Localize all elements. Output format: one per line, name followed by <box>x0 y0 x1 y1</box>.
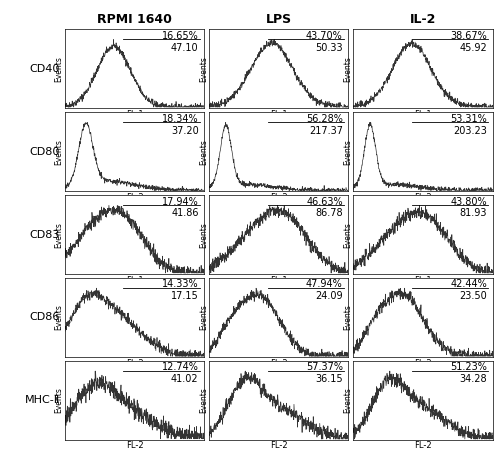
X-axis label: FL-2: FL-2 <box>126 358 144 368</box>
Text: 42.44%: 42.44% <box>450 279 487 290</box>
Text: 56.28%: 56.28% <box>306 114 343 123</box>
Text: 17.94%: 17.94% <box>162 197 198 207</box>
X-axis label: FL-2: FL-2 <box>270 193 287 202</box>
Y-axis label: Events: Events <box>199 139 208 165</box>
Y-axis label: Events: Events <box>199 56 208 82</box>
Text: 50.33: 50.33 <box>315 43 343 53</box>
Y-axis label: Events: Events <box>54 139 64 165</box>
X-axis label: FL-1: FL-1 <box>270 276 287 285</box>
Text: 14.33%: 14.33% <box>162 279 198 290</box>
X-axis label: FL-2: FL-2 <box>126 193 144 202</box>
Text: 38.67%: 38.67% <box>450 31 487 41</box>
Text: 81.93: 81.93 <box>460 208 487 218</box>
Y-axis label: Events: Events <box>199 222 208 247</box>
Text: 12.74%: 12.74% <box>162 362 198 372</box>
Text: 18.34%: 18.34% <box>162 114 198 123</box>
Y-axis label: Events: Events <box>54 56 64 82</box>
Y-axis label: Events: Events <box>199 387 208 414</box>
Text: 86.78: 86.78 <box>315 208 343 218</box>
Text: 43.70%: 43.70% <box>306 31 343 41</box>
Y-axis label: Events: Events <box>343 56 352 82</box>
Y-axis label: Events: Events <box>199 304 208 330</box>
Text: LPS: LPS <box>266 13 292 26</box>
Text: 43.80%: 43.80% <box>450 197 487 207</box>
Text: 41.86: 41.86 <box>171 208 198 218</box>
Text: 23.50: 23.50 <box>459 291 487 301</box>
Text: 17.15: 17.15 <box>171 291 198 301</box>
Text: 16.65%: 16.65% <box>162 31 198 41</box>
Text: CD40: CD40 <box>30 64 60 74</box>
Text: 41.02: 41.02 <box>171 374 198 384</box>
Text: 36.15: 36.15 <box>315 374 343 384</box>
X-axis label: FL-1: FL-1 <box>270 110 287 119</box>
X-axis label: FL-1: FL-1 <box>126 276 144 285</box>
Text: 34.28: 34.28 <box>460 374 487 384</box>
Text: 47.94%: 47.94% <box>306 279 343 290</box>
X-axis label: FL-2: FL-2 <box>414 358 432 368</box>
X-axis label: FL-1: FL-1 <box>414 110 432 119</box>
X-axis label: FL-2: FL-2 <box>270 441 287 449</box>
Text: 45.92: 45.92 <box>459 43 487 53</box>
X-axis label: FL-2: FL-2 <box>270 358 287 368</box>
Text: 24.09: 24.09 <box>315 291 343 301</box>
Text: 37.20: 37.20 <box>171 126 198 136</box>
Text: MHC-Ⅱ: MHC-Ⅱ <box>25 396 60 405</box>
X-axis label: FL-1: FL-1 <box>414 276 432 285</box>
Text: IL-2: IL-2 <box>410 13 436 26</box>
Text: RPMI 1640: RPMI 1640 <box>97 13 172 26</box>
Text: 217.37: 217.37 <box>309 126 343 136</box>
Text: 46.63%: 46.63% <box>306 197 343 207</box>
Text: CD86: CD86 <box>30 313 60 322</box>
Text: CD83: CD83 <box>30 229 60 240</box>
Y-axis label: Events: Events <box>54 387 64 414</box>
Y-axis label: Events: Events <box>343 387 352 414</box>
Y-axis label: Events: Events <box>54 304 64 330</box>
Text: 53.31%: 53.31% <box>450 114 487 123</box>
Y-axis label: Events: Events <box>343 222 352 247</box>
Text: 57.37%: 57.37% <box>306 362 343 372</box>
X-axis label: FL-2: FL-2 <box>414 193 432 202</box>
X-axis label: FL-2: FL-2 <box>414 441 432 449</box>
Text: CD80: CD80 <box>30 147 60 157</box>
Y-axis label: Events: Events <box>343 304 352 330</box>
Text: 203.23: 203.23 <box>453 126 487 136</box>
Y-axis label: Events: Events <box>54 222 64 247</box>
X-axis label: FL-1: FL-1 <box>126 110 144 119</box>
Text: 47.10: 47.10 <box>171 43 198 53</box>
Y-axis label: Events: Events <box>343 139 352 165</box>
X-axis label: FL-2: FL-2 <box>126 441 144 449</box>
Text: 51.23%: 51.23% <box>450 362 487 372</box>
